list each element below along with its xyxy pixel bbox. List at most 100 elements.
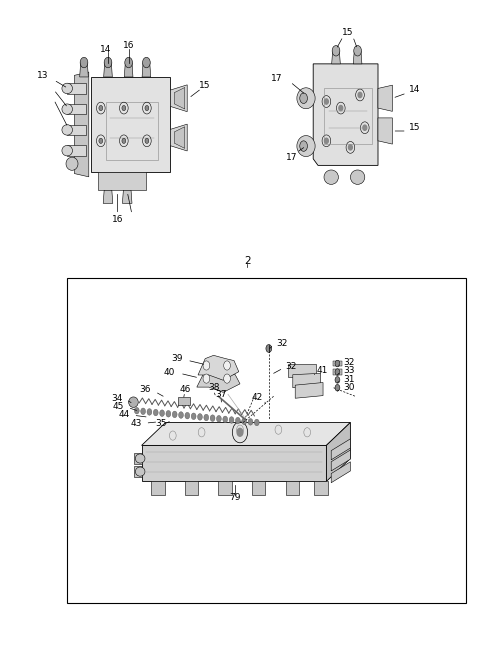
Circle shape (224, 361, 230, 370)
Circle shape (204, 414, 209, 421)
Polygon shape (67, 145, 86, 156)
Polygon shape (293, 373, 321, 388)
Polygon shape (333, 361, 342, 366)
Text: 44: 44 (119, 410, 130, 419)
Circle shape (300, 141, 307, 151)
Polygon shape (314, 481, 328, 495)
Text: 30: 30 (343, 383, 355, 392)
Polygon shape (286, 481, 299, 495)
Polygon shape (332, 51, 340, 64)
Polygon shape (67, 104, 86, 115)
Text: 17: 17 (271, 74, 282, 83)
Circle shape (210, 415, 215, 421)
Text: 15: 15 (409, 123, 420, 132)
Polygon shape (331, 450, 350, 471)
Circle shape (335, 369, 340, 375)
Circle shape (324, 138, 328, 143)
Polygon shape (80, 62, 88, 77)
Text: 13: 13 (36, 71, 48, 80)
Circle shape (203, 374, 210, 383)
Text: 42: 42 (252, 393, 263, 402)
Circle shape (363, 125, 367, 130)
Polygon shape (174, 126, 185, 148)
Polygon shape (185, 481, 198, 495)
Text: 14: 14 (409, 85, 420, 94)
Circle shape (224, 374, 230, 383)
Polygon shape (74, 72, 89, 177)
Text: 35: 35 (155, 419, 167, 428)
Text: 34: 34 (111, 394, 122, 403)
Polygon shape (198, 355, 239, 380)
Ellipse shape (66, 157, 78, 170)
Text: 38: 38 (208, 383, 219, 392)
Circle shape (242, 418, 247, 424)
Circle shape (160, 410, 165, 417)
Ellipse shape (62, 83, 72, 94)
Text: 33: 33 (343, 366, 355, 375)
Polygon shape (122, 190, 132, 203)
Ellipse shape (324, 170, 338, 185)
Circle shape (248, 419, 253, 425)
Text: 43: 43 (130, 419, 142, 428)
Circle shape (179, 412, 183, 419)
Text: 15: 15 (342, 28, 354, 37)
Circle shape (99, 138, 103, 143)
Polygon shape (326, 422, 350, 481)
Polygon shape (151, 481, 165, 495)
Circle shape (191, 413, 196, 420)
Polygon shape (378, 85, 392, 111)
Circle shape (335, 377, 340, 383)
Ellipse shape (129, 397, 138, 407)
Circle shape (198, 413, 203, 420)
Ellipse shape (350, 170, 365, 185)
Circle shape (324, 99, 328, 104)
Circle shape (266, 345, 272, 352)
Text: 45: 45 (112, 402, 124, 411)
Text: 36: 36 (140, 384, 151, 394)
Polygon shape (170, 124, 187, 151)
Polygon shape (197, 369, 240, 392)
Circle shape (104, 57, 112, 67)
Circle shape (172, 411, 177, 418)
Polygon shape (67, 83, 86, 94)
Polygon shape (134, 453, 142, 464)
Ellipse shape (135, 467, 145, 476)
Text: 32: 32 (276, 339, 288, 348)
Circle shape (300, 93, 307, 103)
Text: 31: 31 (343, 375, 355, 384)
Circle shape (216, 415, 221, 422)
Text: 41: 41 (317, 365, 328, 375)
Text: 79: 79 (229, 493, 241, 502)
Circle shape (125, 57, 132, 67)
Circle shape (185, 413, 190, 419)
Ellipse shape (62, 104, 72, 115)
Text: 37: 37 (215, 390, 227, 399)
Polygon shape (178, 397, 190, 405)
Polygon shape (252, 481, 265, 495)
Ellipse shape (135, 454, 145, 463)
Circle shape (236, 417, 240, 424)
Circle shape (335, 360, 340, 367)
Text: 32: 32 (343, 358, 355, 367)
Circle shape (223, 416, 228, 422)
Circle shape (254, 419, 259, 426)
Ellipse shape (62, 124, 72, 135)
Circle shape (166, 411, 171, 417)
Text: 39: 39 (171, 354, 182, 364)
Polygon shape (67, 124, 86, 135)
Circle shape (354, 46, 361, 56)
Circle shape (122, 105, 126, 111)
Polygon shape (124, 62, 133, 77)
Circle shape (237, 428, 243, 436)
Ellipse shape (62, 145, 72, 156)
Polygon shape (142, 445, 326, 481)
Text: 46: 46 (179, 384, 191, 394)
Circle shape (203, 361, 210, 370)
Polygon shape (288, 364, 316, 377)
Circle shape (145, 105, 149, 111)
Text: 32: 32 (286, 362, 297, 371)
Polygon shape (331, 439, 350, 460)
Circle shape (229, 417, 234, 423)
Polygon shape (331, 462, 350, 483)
Circle shape (358, 92, 362, 98)
